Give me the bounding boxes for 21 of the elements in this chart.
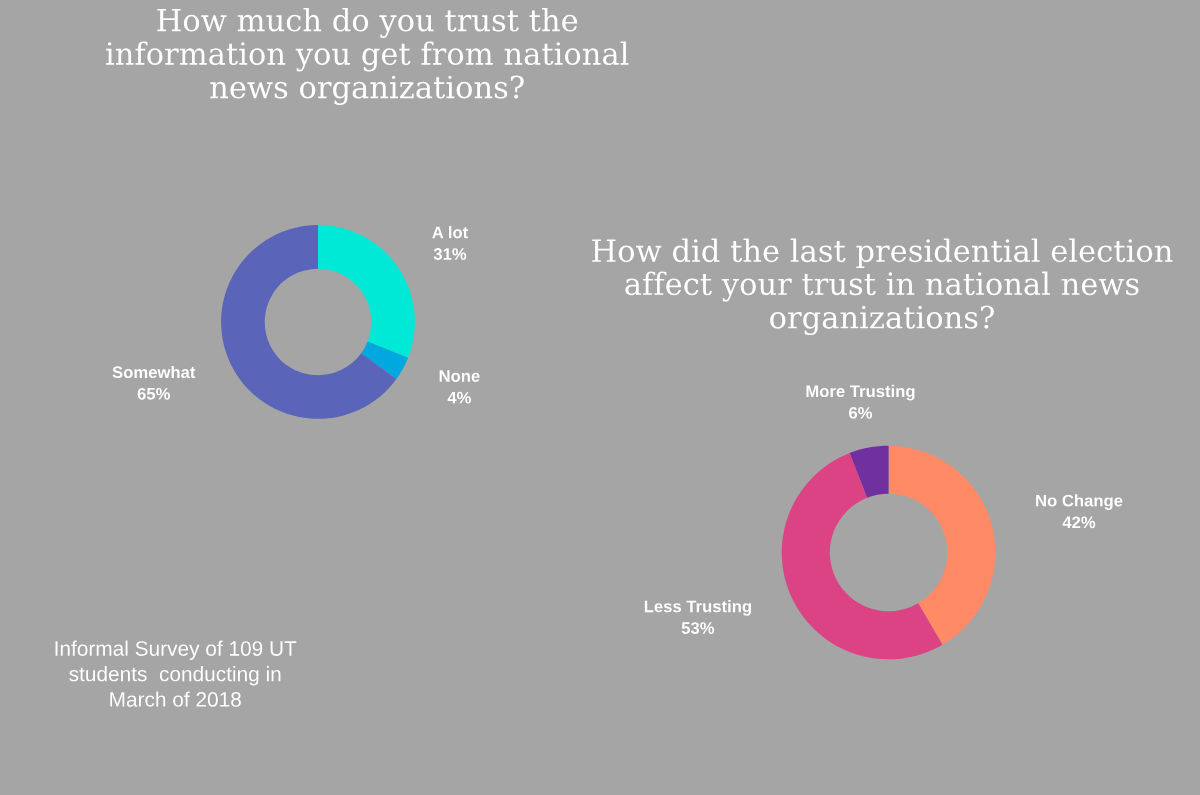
data-label: 42% bbox=[1062, 516, 1096, 529]
slice-label: A lot bbox=[432, 226, 468, 239]
chart-title: How did the last presidential election affect your trust in national news organizations? bbox=[592, 238, 1173, 336]
donut-slice bbox=[888, 445, 996, 645]
data-label: 31% bbox=[433, 248, 467, 260]
donut-slice bbox=[221, 225, 397, 419]
slice-label: None bbox=[439, 370, 480, 382]
donut-slice bbox=[781, 453, 943, 660]
donut-slice bbox=[318, 225, 415, 358]
data-label: 6% bbox=[849, 406, 873, 419]
data-label: 65% bbox=[137, 387, 170, 400]
slice-label: No Change bbox=[1036, 494, 1123, 510]
donut-slice bbox=[361, 341, 409, 379]
text: Informal Survey of 109 UT students conducting in March of 2018 bbox=[55, 640, 297, 707]
slice-label: More Trusting bbox=[806, 384, 915, 401]
data-label: 4% bbox=[447, 391, 471, 404]
slice-label: Somewhat bbox=[112, 365, 196, 379]
chart-title: How much do you trust the information you get from national news organizations? bbox=[106, 7, 629, 105]
slice-label: Less Trusting bbox=[644, 600, 751, 616]
data-label: 53% bbox=[681, 622, 715, 634]
donut-slice bbox=[849, 445, 889, 498]
